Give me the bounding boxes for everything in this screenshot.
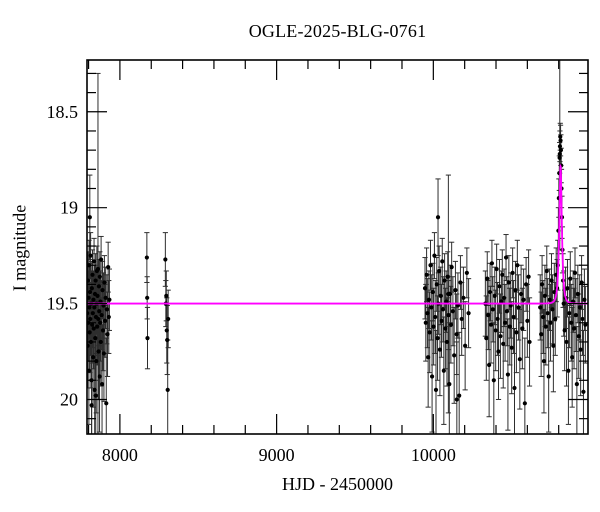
svg-text:19: 19 xyxy=(60,198,78,218)
chart-title: OGLE-2025-BLG-0761 xyxy=(248,21,427,41)
svg-text:9000: 9000 xyxy=(259,445,295,465)
svg-text:18.5: 18.5 xyxy=(47,102,79,122)
y-axis-label: I magnitude xyxy=(9,204,30,292)
svg-text:20: 20 xyxy=(60,389,78,409)
x-axis-label: HJD - 2450000 xyxy=(282,474,393,494)
svg-text:19.5: 19.5 xyxy=(47,294,79,314)
svg-text:8000: 8000 xyxy=(102,445,138,465)
svg-text:10000: 10000 xyxy=(411,445,456,465)
